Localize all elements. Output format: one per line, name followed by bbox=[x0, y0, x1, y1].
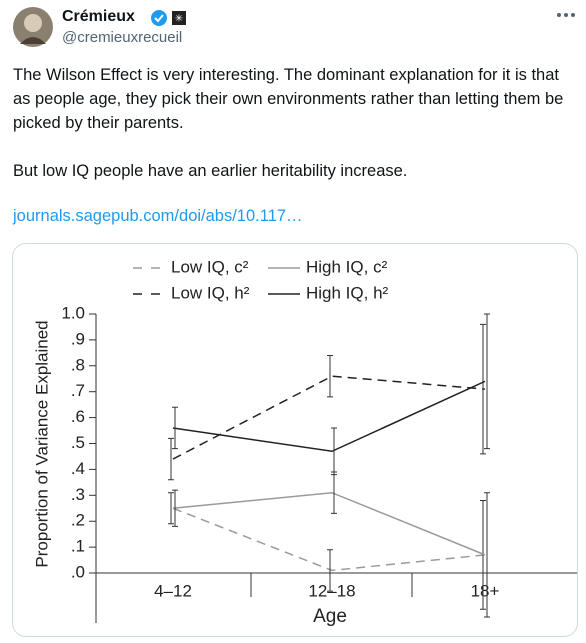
x-axis-label: Age bbox=[313, 606, 347, 627]
y-tick-label: .0 bbox=[71, 562, 85, 581]
error-bar bbox=[327, 354, 333, 398]
error-bar bbox=[480, 323, 486, 455]
y-tick-label: .9 bbox=[71, 329, 85, 348]
y-tick-label: .4 bbox=[71, 459, 85, 478]
legend-label: High IQ, h² bbox=[306, 283, 389, 302]
legend-label: High IQ, c² bbox=[306, 257, 388, 276]
y-tick-label: .6 bbox=[71, 407, 85, 426]
badges: ✳ bbox=[151, 10, 186, 26]
y-tick-label: .8 bbox=[71, 355, 85, 374]
error-bar bbox=[327, 549, 333, 592]
user-handle[interactable]: @cremieuxrecueil bbox=[62, 29, 183, 46]
error-bar bbox=[484, 313, 490, 450]
y-axis-label: Proportion of Variance Explained bbox=[32, 320, 51, 567]
x-tick-label: 4–12 bbox=[154, 581, 192, 600]
svg-text:✳: ✳ bbox=[175, 14, 183, 25]
error-bar bbox=[168, 437, 174, 481]
tweet-text: But low IQ people have an earlier herita… bbox=[13, 162, 408, 180]
image-card[interactable]: Age Proportion of Variance Explained .0.… bbox=[12, 243, 578, 637]
legend-label: Low IQ, c² bbox=[171, 257, 249, 276]
link[interactable]: journals.sagepub.com/doi/abs/10.117… bbox=[13, 207, 303, 225]
chart: Age Proportion of Variance Explained .0.… bbox=[32, 257, 577, 627]
series-line bbox=[172, 491, 486, 556]
error-bar bbox=[172, 406, 178, 450]
y-tick-label: .7 bbox=[71, 381, 85, 400]
more-button[interactable] bbox=[555, 10, 577, 20]
y-tick-label: .3 bbox=[71, 485, 85, 504]
y-tick-label: 1.0 bbox=[61, 303, 85, 322]
error-bar bbox=[480, 499, 486, 610]
y-tick-label: .5 bbox=[71, 433, 85, 452]
tweet-text: The Wilson Effect is very interesting. T… bbox=[13, 66, 564, 132]
series-line bbox=[172, 507, 486, 572]
error-bar bbox=[484, 492, 490, 618]
legend-label: Low IQ, h² bbox=[171, 283, 250, 302]
y-tick-label: .2 bbox=[71, 511, 85, 530]
y-tick-label: .1 bbox=[71, 537, 85, 556]
avatar[interactable] bbox=[12, 6, 54, 48]
error-bar bbox=[168, 492, 174, 525]
error-bar bbox=[331, 427, 337, 476]
series-line bbox=[172, 375, 486, 460]
error-bar bbox=[172, 489, 178, 527]
series-line bbox=[172, 380, 486, 453]
user-name[interactable]: Crémieux bbox=[62, 8, 135, 25]
x-tick-label: 18+ bbox=[471, 581, 500, 600]
